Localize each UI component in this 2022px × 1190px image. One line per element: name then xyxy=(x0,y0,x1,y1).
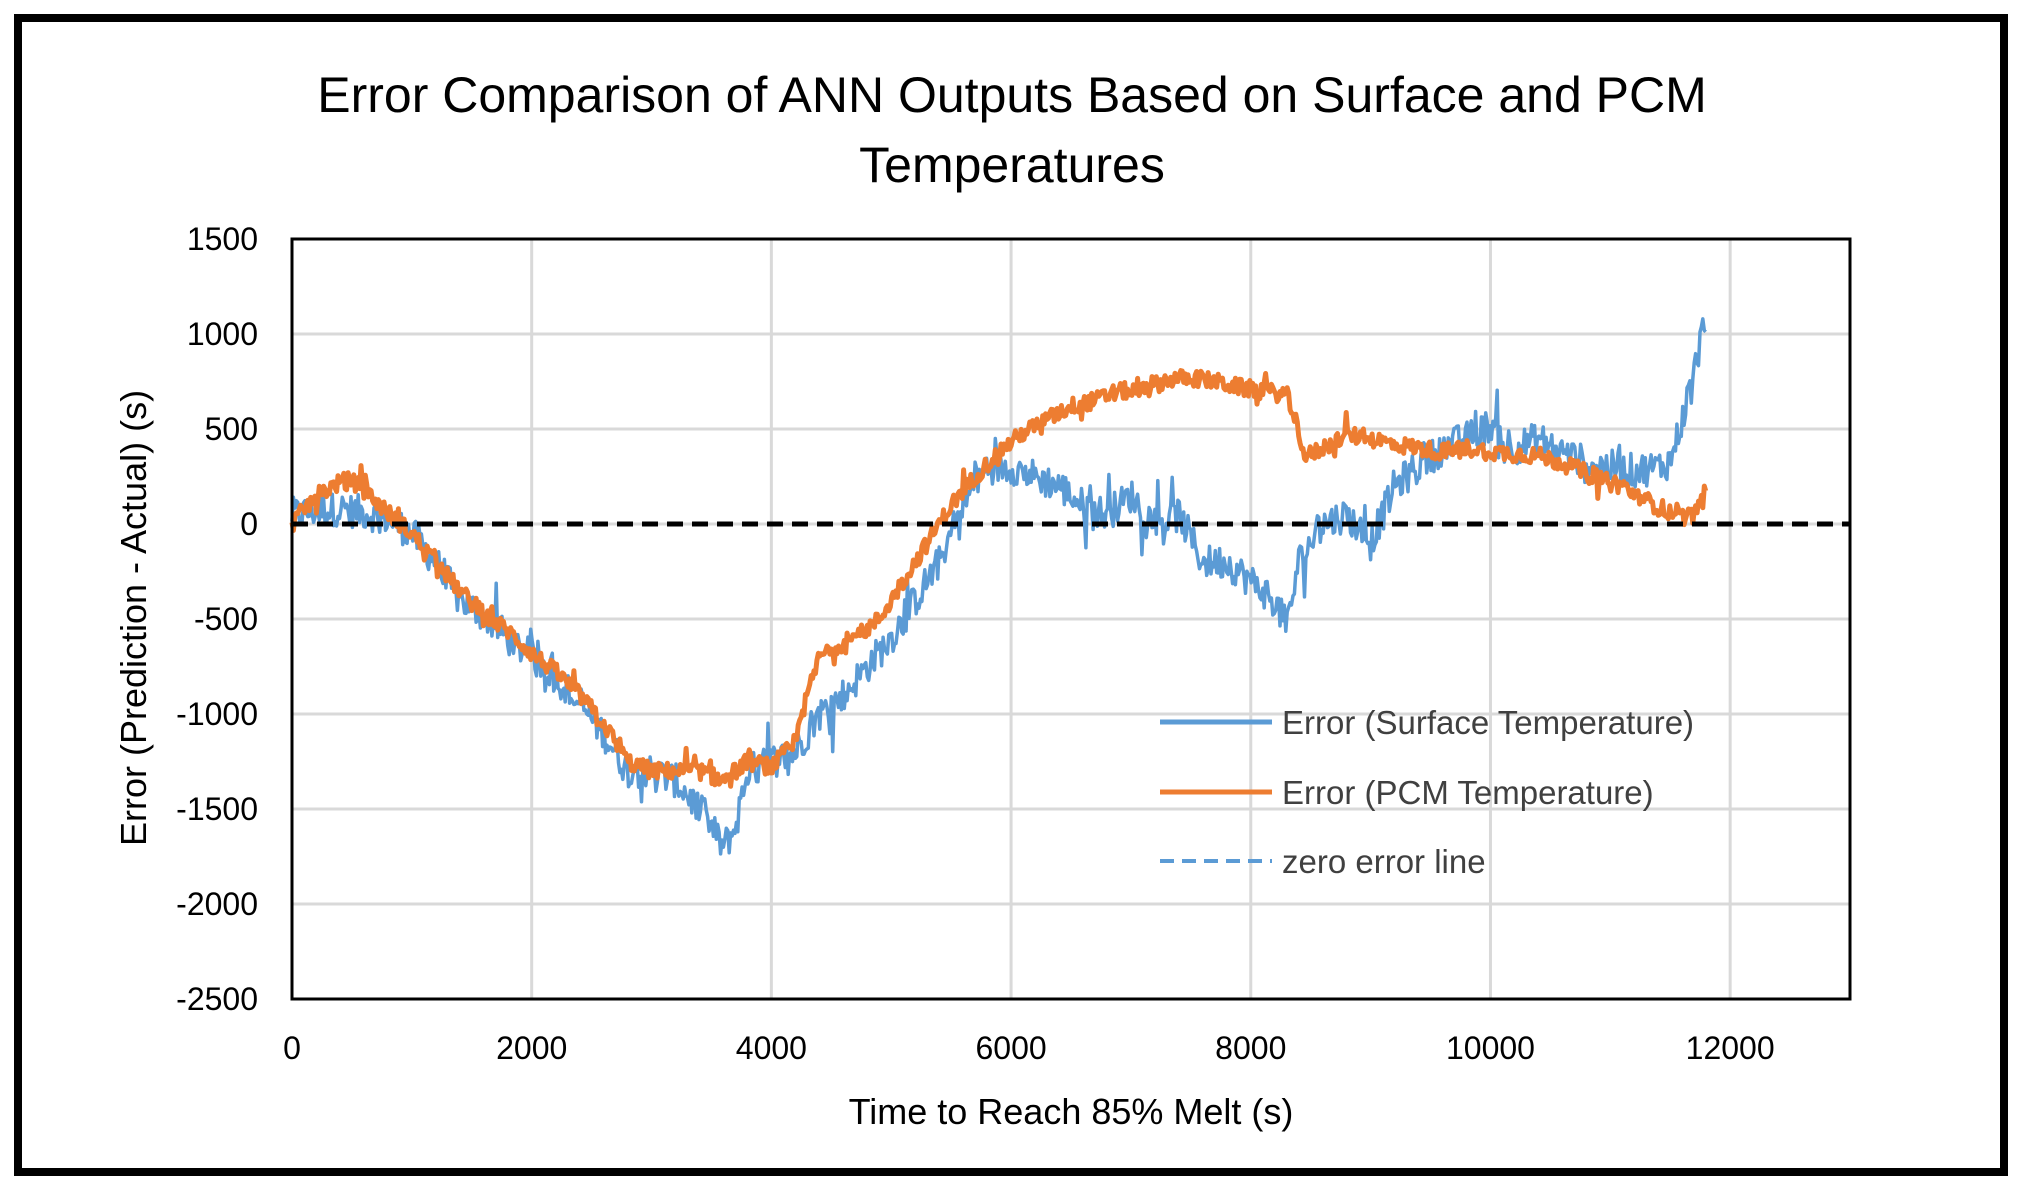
y-axis-label: Error (Prediction - Actual) (s) xyxy=(113,390,154,846)
y-tick-label-0: 1500 xyxy=(187,221,258,257)
legend-label-0: Error (Surface Temperature) xyxy=(1282,704,1694,741)
x-tick-label-4: 8000 xyxy=(1215,1030,1286,1066)
chart-title-line-2: Temperatures xyxy=(859,137,1165,193)
y-tick-label-5: -1000 xyxy=(176,696,258,732)
chart-title: Error Comparison of ANN Outputs Based on… xyxy=(317,67,1707,193)
x-tick-label-3: 6000 xyxy=(975,1030,1046,1066)
chart-title-line-1: Error Comparison of ANN Outputs Based on… xyxy=(317,67,1707,123)
legend-label-2: zero error line xyxy=(1282,843,1486,880)
y-tick-label-1: 1000 xyxy=(187,316,258,352)
y-tick-label-2: 500 xyxy=(205,411,258,447)
y-tick-label-3: 0 xyxy=(240,506,258,542)
legend-label-1: Error (PCM Temperature) xyxy=(1282,774,1654,811)
series-error-pcm-temperature-line xyxy=(289,368,1709,789)
x-tick-label-5: 10000 xyxy=(1446,1030,1535,1066)
x-tick-label-0: 0 xyxy=(283,1030,301,1066)
x-tick-label-6: 12000 xyxy=(1686,1030,1775,1066)
x-tick-label-2: 4000 xyxy=(736,1030,807,1066)
legend: Error (Surface Temperature) Error (PCM Te… xyxy=(1160,704,1694,880)
x-tick-label-1: 2000 xyxy=(496,1030,567,1066)
plot-area-border xyxy=(290,237,1852,1001)
y-tick-label-7: -2000 xyxy=(176,886,258,922)
series-lines xyxy=(289,317,1850,856)
y-tick-label-6: -1500 xyxy=(176,791,258,827)
gridlines xyxy=(290,237,1852,1001)
x-axis-tick-labels: 0 2000 4000 6000 8000 10000 12000 xyxy=(283,1030,1775,1066)
y-tick-label-8: -2500 xyxy=(176,981,258,1017)
y-axis-tick-labels: 1500 1000 500 0 -500 -1000 -1500 -2000 -2500 xyxy=(176,221,258,1017)
y-tick-label-4: -500 xyxy=(194,601,258,637)
x-axis-label: Time to Reach 85% Melt (s) xyxy=(849,1091,1294,1132)
